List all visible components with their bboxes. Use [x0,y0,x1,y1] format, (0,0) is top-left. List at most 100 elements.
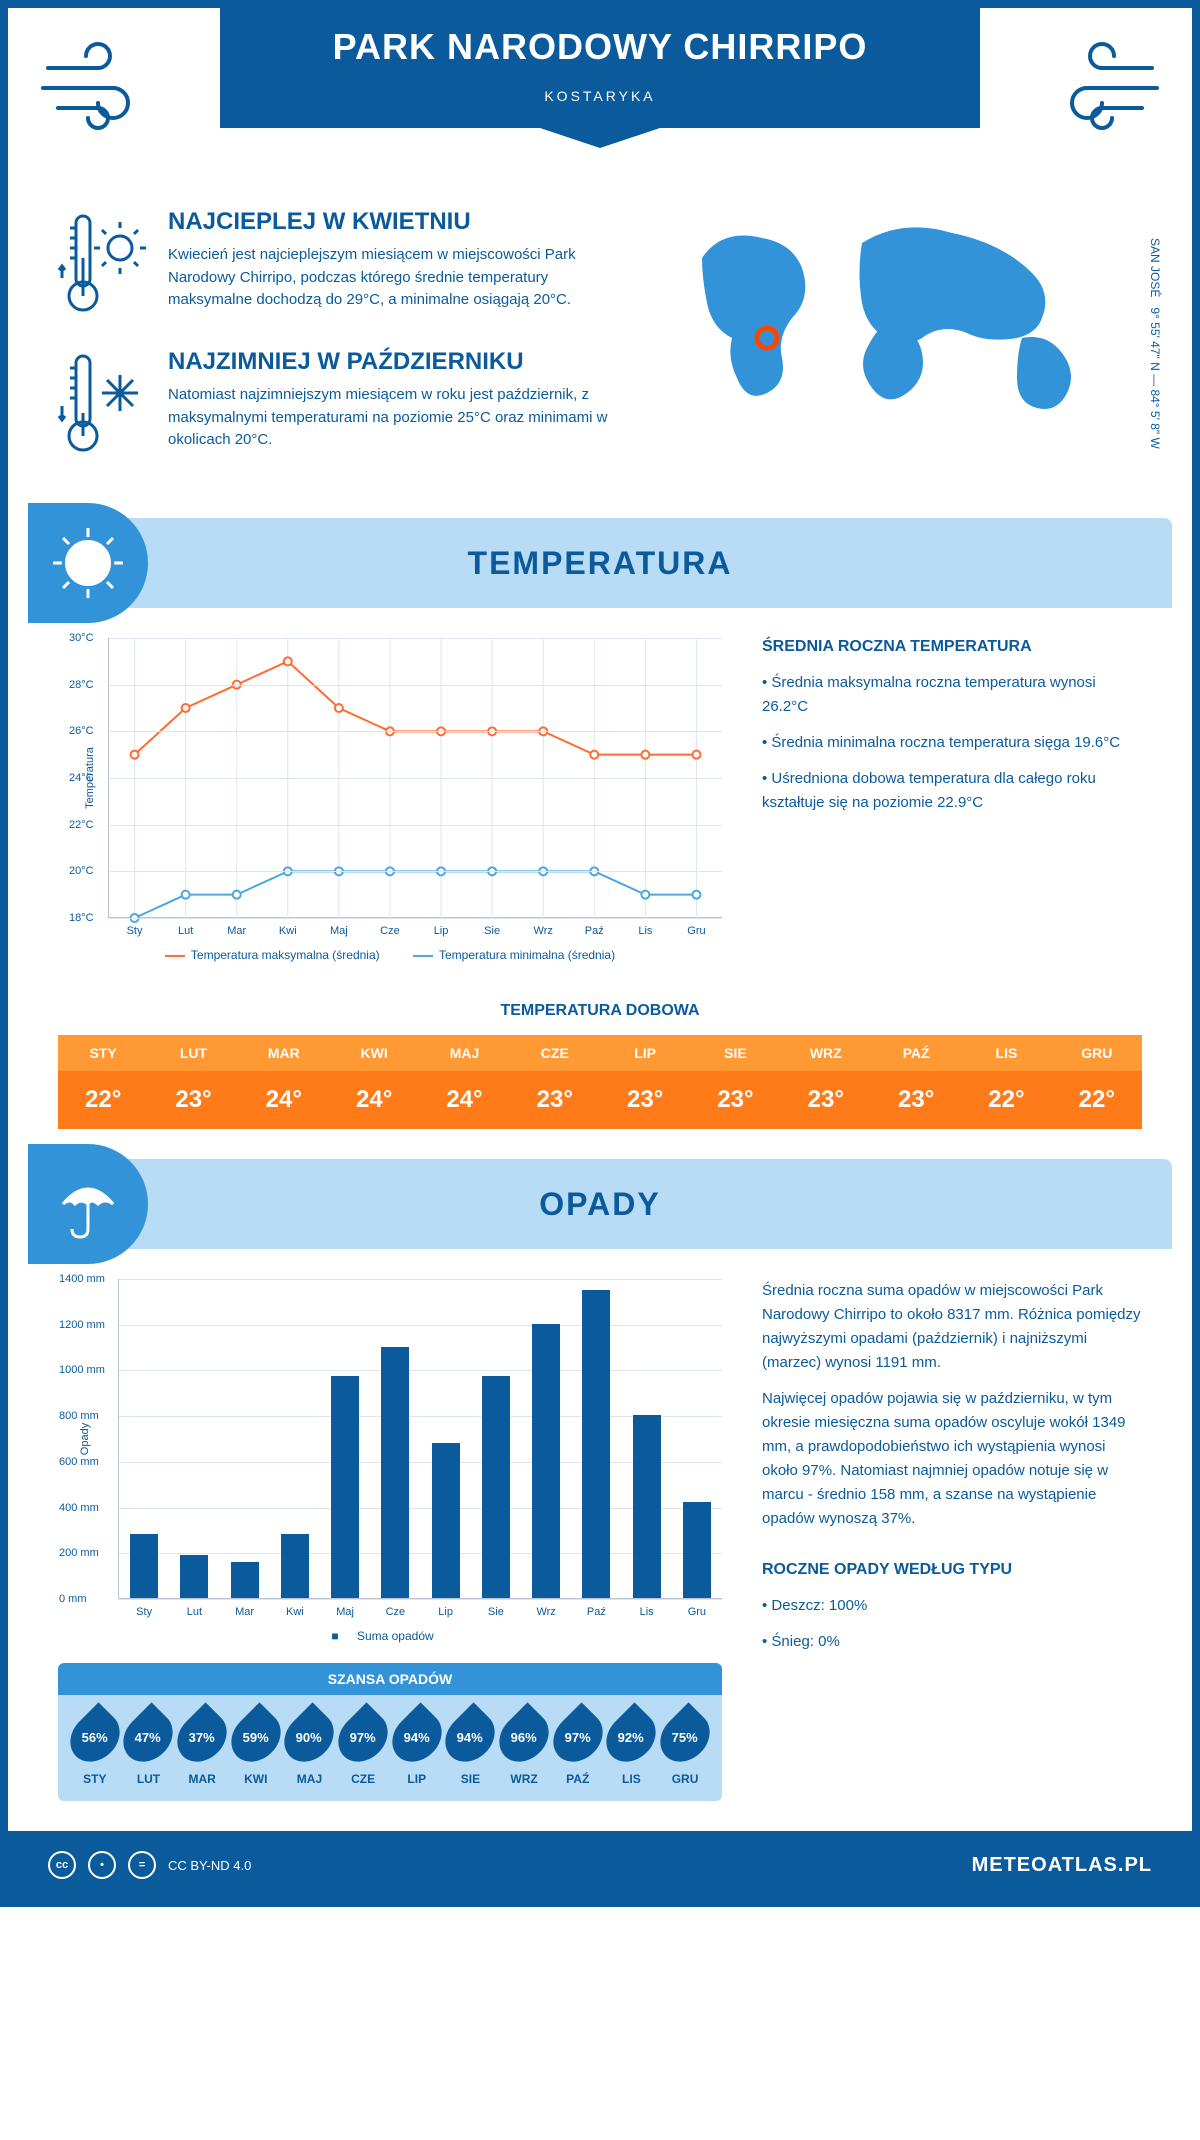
temp-x-tick: Gru [687,925,705,937]
precip-x-tick: Sty [136,1606,152,1618]
precip-x-tick: Gru [688,1606,706,1618]
temp-x-tick: Mar [227,925,246,937]
daily-value: 23° [690,1071,780,1129]
drop-icon: 75% [650,1702,719,1771]
precipitation-title: OPADY [539,1186,660,1223]
daily-value: 23° [510,1071,600,1129]
daily-value: 22° [58,1071,148,1129]
drop-month: SIE [448,1772,492,1786]
sun-icon [28,503,148,623]
precip-x-tick: Kwi [286,1606,304,1618]
map-column: SAN JOSÉ 9° 55' 47" N — 84° 5' 8" W [662,208,1142,488]
precip-y-tick: 1200 mm [59,1319,105,1331]
coord-city: SAN JOSÉ [1148,238,1162,297]
precipitation-bar-chart: Opady 0 mm200 mm400 mm600 mm800 mm1000 m… [118,1279,722,1599]
drop-month: KWI [234,1772,278,1786]
header: PARK NARODOWY CHIRRIPO KOSTARYKA [8,8,1192,188]
temp-x-tick: Cze [380,925,400,937]
fact-coldest-body: Natomiast najzimniejszym miesiącem w rok… [168,384,632,452]
drop-month: WRZ [502,1772,546,1786]
thermometer-snow-icon [58,348,148,463]
page-subtitle: KOSTARYKA [220,88,980,104]
daily-value: 23° [148,1071,238,1129]
temp-bullet-2: • Uśredniona dobowa temperatura dla całe… [762,767,1142,815]
drop-month: LIP [395,1772,439,1786]
precip-bar [582,1290,610,1598]
chance-drop: 47%LUT [126,1710,170,1786]
temp-x-tick: Lis [638,925,652,937]
precip-x-tick: Paź [587,1606,606,1618]
daily-month: SIE [690,1035,780,1071]
precip-y-tick: 600 mm [59,1456,99,1468]
footer: cc • = CC BY-ND 4.0 METEOATLAS.PL [8,1831,1192,1899]
drop-month: MAR [180,1772,224,1786]
drop-value: 92% [618,1730,644,1745]
chance-drop: 75%GRU [663,1710,707,1786]
drop-icon: 37% [167,1702,236,1771]
daily-col: MAR24° [239,1035,329,1129]
daily-month: CZE [510,1035,600,1071]
daily-col: CZE23° [510,1035,600,1129]
footer-license: cc • = CC BY-ND 4.0 [48,1851,251,1879]
drop-icon: 47% [114,1702,183,1771]
chance-drop: 92% LIS [609,1710,653,1786]
temp-x-tick: Lip [434,925,449,937]
daily-temp-table: STY22°LUT23°MAR24°KWI24°MAJ24°CZE23°LIP2… [58,1035,1142,1129]
drop-value: 96% [511,1730,537,1745]
temp-x-tick: Sie [484,925,500,937]
precip-type-snow: • Śnieg: 0% [762,1630,1142,1654]
legend-max: Temperatura maksymalna (średnia) [165,948,380,962]
drop-month: PAŹ [556,1772,600,1786]
precipitation-chart-area: Opady 0 mm200 mm400 mm600 mm800 mm1000 m… [58,1279,722,1801]
temp-y-tick: 26°C [69,725,94,737]
fact-coldest: NAJZIMNIEJ W PAŹDZIERNIKU Natomiast najz… [58,348,632,463]
drop-month: LIS [609,1772,653,1786]
daily-month: LIP [600,1035,690,1071]
precip-text-1: Średnia roczna suma opadów w miejscowośc… [762,1279,1142,1375]
fact-warmest-text: NAJCIEPLEJ W KWIETNIU Kwiecień jest najc… [168,208,632,323]
chance-drop: 97%PAŹ [556,1710,600,1786]
daily-temp-title: TEMPERATURA DOBOWA [8,1002,1192,1020]
precip-x-tick: Lut [187,1606,202,1618]
temp-x-tick: Lut [178,925,193,937]
drop-value: 37% [189,1730,215,1745]
precip-bar [231,1562,259,1598]
precip-bar [180,1555,208,1598]
daily-value: 23° [600,1071,690,1129]
temperature-title: TEMPERATURA [468,545,733,582]
page-container: PARK NARODOWY CHIRRIPO KOSTARYKA [0,0,1200,1907]
daily-month: GRU [1052,1035,1142,1071]
precip-y-tick: 1000 mm [59,1364,105,1376]
rain-chance-box: SZANSA OPADÓW 56%STY47%LUT37%MAR59%KWI90… [58,1663,722,1801]
precip-y-tick: 200 mm [59,1547,99,1559]
precip-x-tick: Sie [488,1606,504,1618]
cc-icon: cc [48,1851,76,1879]
fact-warmest-title: NAJCIEPLEJ W KWIETNIU [168,208,632,236]
precipitation-stats: Średnia roczna suma opadów w miejscowośc… [762,1279,1142,1801]
temperature-section-header: TEMPERATURA [28,518,1172,608]
precip-x-tick: Lis [640,1606,654,1618]
daily-value: 24° [419,1071,509,1129]
drop-month: GRU [663,1772,707,1786]
temp-x-tick: Wrz [534,925,553,937]
drop-icon: 94% [382,1702,451,1771]
precip-legend: ■ Suma opadów [58,1629,722,1643]
precip-x-tick: Mar [235,1606,254,1618]
legend-min: Temperatura minimalna (średnia) [413,948,615,962]
precip-bar [683,1502,711,1598]
thermometer-sun-icon [58,208,148,323]
daily-col: LUT23° [148,1035,238,1129]
chance-drop: 94%LIP [395,1710,439,1786]
drop-icon: 56% [60,1702,129,1771]
temp-x-tick: Kwi [279,925,297,937]
drop-value: 94% [457,1730,483,1745]
precip-bar [633,1415,661,1598]
drop-icon: 97% [328,1702,397,1771]
temp-y-tick: 20°C [69,865,94,877]
fact-coldest-title: NAJZIMNIEJ W PAŹDZIERNIKU [168,348,632,376]
precip-bar [331,1376,359,1598]
drop-icon: 59% [221,1702,290,1771]
temperature-chart-area: Temperatura 18°C20°C22°C24°C26°C28°C30°C… [58,638,722,962]
daily-month: WRZ [781,1035,871,1071]
footer-brand: METEOATLAS.PL [972,1854,1152,1877]
